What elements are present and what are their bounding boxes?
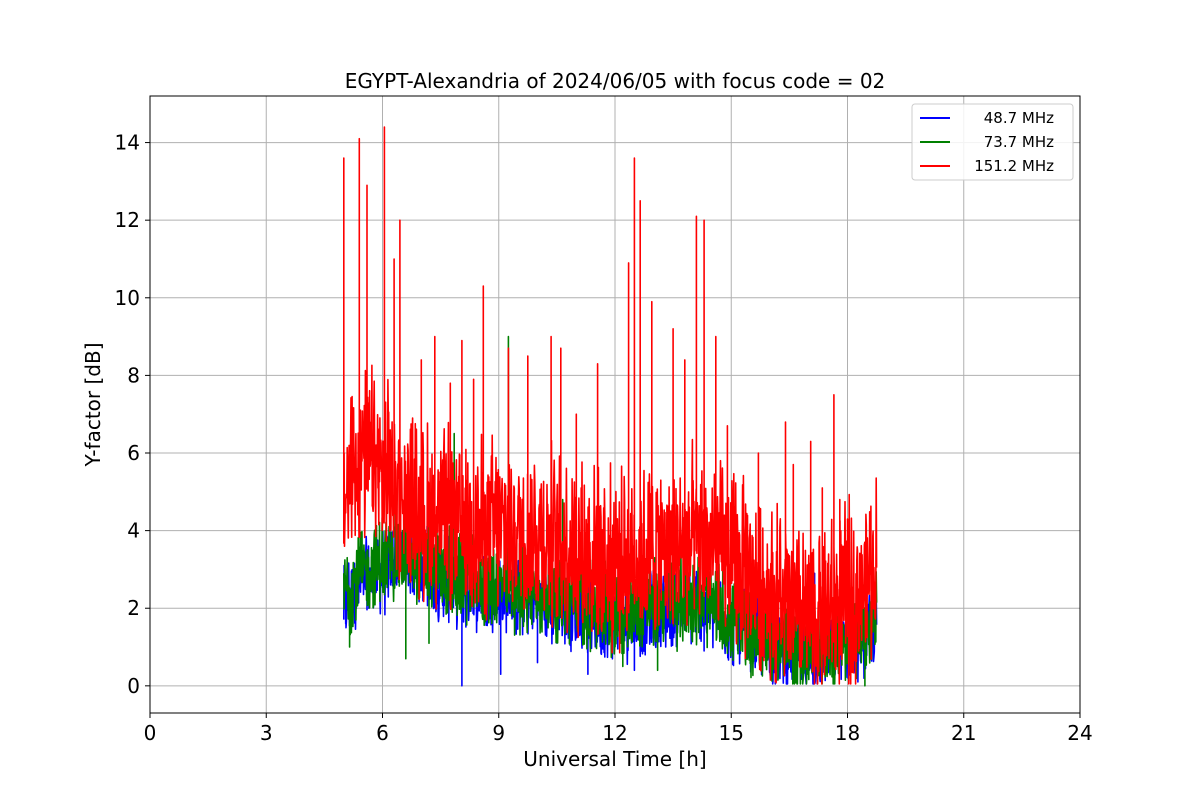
legend-entry-label: 73.7 MHz bbox=[984, 133, 1054, 151]
series-line bbox=[343, 126, 878, 685]
y-tick-label: 8 bbox=[127, 363, 140, 387]
y-axis-label: Y-factor [dB] bbox=[81, 342, 105, 467]
y-tick-label: 4 bbox=[127, 519, 140, 543]
legend: 48.7 MHz 73.7 MHz 151.2 MHz bbox=[911, 103, 1074, 181]
x-tick-label: 3 bbox=[260, 721, 273, 745]
legend-entry-label: 151.2 MHz bbox=[974, 157, 1054, 175]
chart-title: EGYPT-Alexandria of 2024/06/05 with focu… bbox=[345, 69, 886, 93]
y-tick-label: 10 bbox=[115, 286, 140, 310]
legend-box bbox=[911, 103, 1074, 181]
x-tick-label: 21 bbox=[951, 721, 976, 745]
series-layer bbox=[343, 126, 878, 687]
x-tick-label: 6 bbox=[376, 721, 389, 745]
y-tick-label: 2 bbox=[127, 596, 140, 620]
y-tick-label: 12 bbox=[115, 208, 140, 232]
x-tick-label: 12 bbox=[602, 721, 627, 745]
y-tick-label: 0 bbox=[127, 674, 140, 698]
y-tick-label: 14 bbox=[115, 131, 140, 155]
x-axis-label: Universal Time [h] bbox=[523, 747, 706, 771]
legend-entry-label: 48.7 MHz bbox=[984, 109, 1054, 127]
x-tick-label: 18 bbox=[835, 721, 860, 745]
x-tick-label: 9 bbox=[492, 721, 505, 745]
x-tick-label: 24 bbox=[1067, 721, 1092, 745]
x-tick-label: 0 bbox=[144, 721, 157, 745]
x-tick-label: 15 bbox=[719, 721, 744, 745]
y-tick-label: 6 bbox=[127, 441, 140, 465]
